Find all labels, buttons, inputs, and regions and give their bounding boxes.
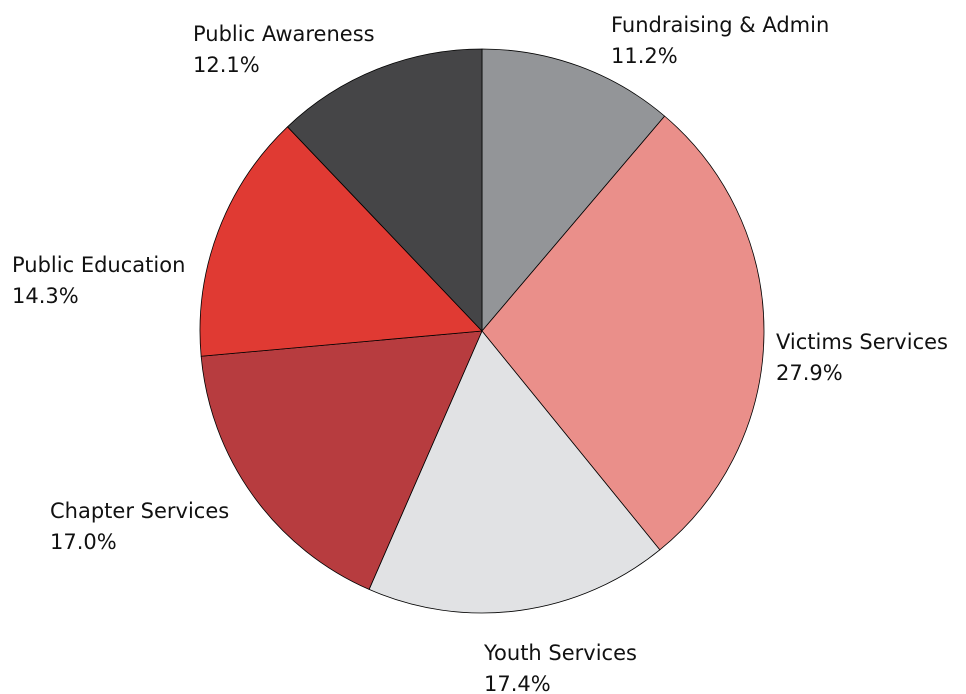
pie-slice-public-awareness: [287, 48, 483, 332]
slice-label-fundraising-admin: Fundraising & Admin: [611, 13, 829, 37]
pie-slice-public-education: [199, 126, 483, 357]
slice-label-public-education: Public Education: [12, 253, 185, 277]
slice-value-public-education: 14.3%: [12, 284, 79, 308]
pie-slices: [199, 48, 765, 614]
slice-value-chapter-services: 17.0%: [50, 530, 117, 554]
pie-labels: Fundraising & Admin 11.2% Victims Services…: [12, 13, 948, 694]
pie-slice-fundraising-admin: [481, 48, 666, 332]
slice-label-public-awareness: Public Awareness: [193, 22, 375, 46]
pie-slice-chapter-services: [200, 330, 483, 590]
slice-value-youth-services: 17.4%: [484, 672, 551, 694]
slice-label-youth-services: Youth Services: [483, 641, 637, 665]
slice-value-public-awareness: 12.1%: [193, 53, 260, 77]
pie-slice-youth-services: [368, 330, 661, 614]
pie-slice-victims-services: [481, 115, 765, 551]
slice-label-victims-services: Victims Services: [776, 330, 948, 354]
slice-label-chapter-services: Chapter Services: [50, 499, 229, 523]
slice-value-victims-services: 27.9%: [776, 361, 843, 385]
slice-value-fundraising-admin: 11.2%: [611, 44, 678, 68]
